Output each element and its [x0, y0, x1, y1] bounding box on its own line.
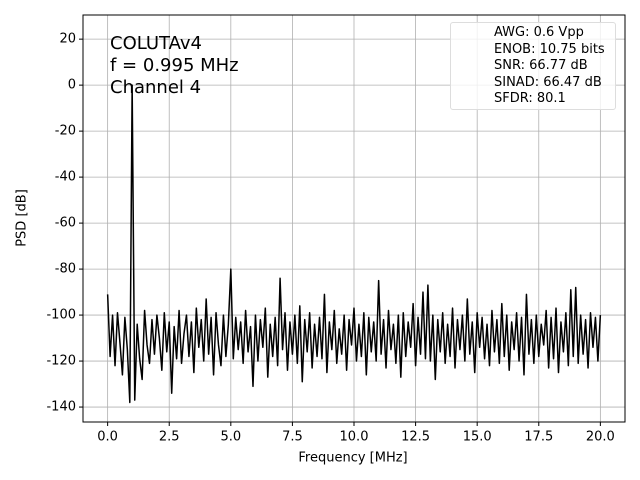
- annotation: f = 0.995 MHz: [110, 55, 239, 76]
- line-series: [106, 84, 602, 404]
- annotation: Channel 4: [110, 77, 201, 98]
- y-tick-label: -140: [46, 400, 76, 415]
- y-tick-label: -60: [55, 216, 76, 231]
- y-tick-label: -40: [55, 170, 76, 185]
- x-tick-label: 20.0: [586, 430, 615, 445]
- x-tick-label: 0.0: [97, 430, 118, 445]
- y-tick-label: -100: [46, 308, 76, 323]
- annotation: COLUTAv4: [110, 33, 202, 54]
- x-tick-label: 17.5: [524, 430, 553, 445]
- x-tick-label: 12.5: [401, 430, 430, 445]
- y-tick-label: -120: [46, 354, 76, 369]
- y-axis-label: PSD [dB]: [15, 189, 30, 247]
- x-tick-label: 5.0: [220, 430, 241, 445]
- y-tick-label: -20: [55, 124, 76, 139]
- x-tick-label: 10.0: [340, 430, 369, 445]
- x-tick-label: 15.0: [463, 430, 492, 445]
- plot-frame: [82, 14, 626, 423]
- x-tick-label: 7.5: [282, 430, 303, 445]
- x-axis-label: Frequency [MHz]: [298, 451, 407, 466]
- y-tick-label: 0: [68, 78, 76, 93]
- x-tick-label: 2.5: [159, 430, 180, 445]
- y-tick-label: 20: [59, 32, 76, 47]
- y-tick-label: -80: [55, 262, 76, 277]
- legend: AWG: 0.6 Vpp ENOB: 10.75 bits SNR: 66.77…: [450, 22, 616, 110]
- legend-label: AWG: 0.6 Vpp ENOB: 10.75 bits SNR: 66.77…: [494, 25, 605, 107]
